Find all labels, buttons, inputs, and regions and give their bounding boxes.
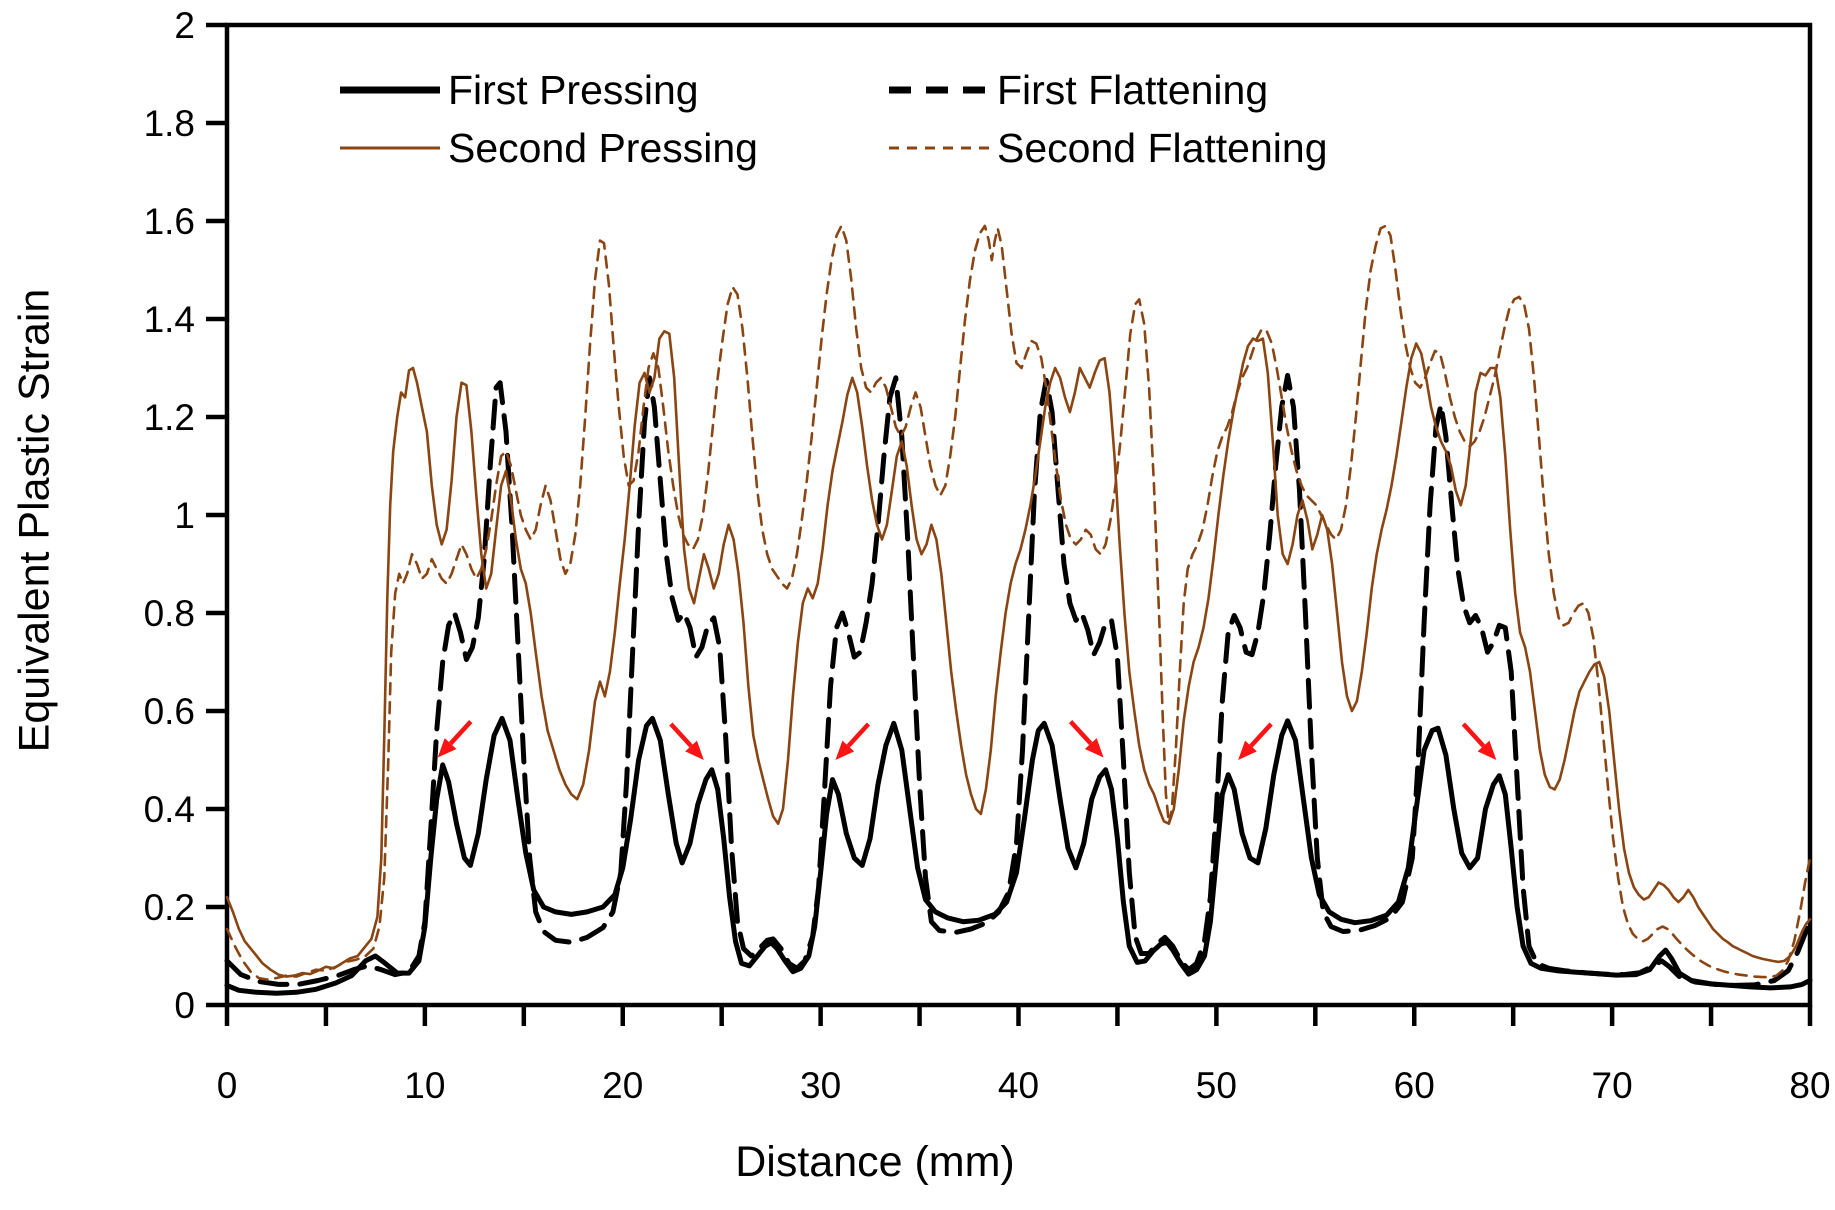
- legend-item-second-flattening: Second Flattening: [886, 122, 1328, 174]
- red-arrow-tail: [1068, 720, 1093, 746]
- x-tick-label: 70: [1592, 1065, 1633, 1106]
- second-flattening-line: [225, 224, 1812, 981]
- y-tick-label: 1.2: [144, 397, 195, 438]
- x-tick-label: 20: [602, 1065, 643, 1106]
- x-axis-title-text: Distance (mm): [735, 1138, 1015, 1186]
- y-axis-tick-labels: 0 0.2 0.4 0.6 0.8 1 1.2 1.4 1.6 1.8 2: [144, 5, 195, 1026]
- y-tick-label: 0.6: [144, 691, 195, 732]
- first-flattening-line: [224, 372, 1813, 988]
- y-tick-label: 1.4: [144, 299, 195, 340]
- red-arrow-head: [1238, 740, 1257, 760]
- red-arrow-tail: [1249, 722, 1273, 748]
- y-axis-title: Equivalent Plastic Strain: [10, 190, 60, 850]
- x-axis-tick-labels: 0 10 20 30 40 50 60 70 80: [217, 1065, 1831, 1106]
- y-tick-label: 0.8: [144, 593, 195, 634]
- y-tick-label: 2: [174, 5, 195, 46]
- red-arrow-head: [1477, 740, 1497, 760]
- y-tick-label: 1.8: [144, 103, 195, 144]
- legend-item-second-pressing: Second Pressing: [337, 122, 758, 174]
- y-tick-label: 0.2: [144, 887, 195, 928]
- x-tick-label: 50: [1196, 1065, 1237, 1106]
- legend-swatch-second-pressing: [340, 146, 440, 150]
- red-arrow-tail: [669, 722, 693, 748]
- legend-swatch-first-flattening: [889, 86, 989, 94]
- y-axis-title-text: Equivalent Plastic Strain: [10, 288, 59, 752]
- red-arrow-tail: [1461, 722, 1486, 748]
- x-tick-label: 10: [404, 1065, 445, 1106]
- legend-item-first-flattening: First Flattening: [886, 64, 1268, 116]
- legend-label-second-flattening: Second Flattening: [997, 124, 1328, 171]
- red-arrow-head: [437, 738, 457, 758]
- x-tick-label: 0: [217, 1065, 238, 1106]
- red-arrow-tail: [846, 722, 871, 748]
- red-arrow-head: [835, 740, 855, 760]
- x-tick-label: 30: [800, 1065, 841, 1106]
- series-lines: [224, 224, 1813, 996]
- x-axis-title: Distance (mm): [575, 1138, 1175, 1187]
- x-tick-label: 60: [1394, 1065, 1435, 1106]
- x-tick-label: 80: [1789, 1065, 1830, 1106]
- annotation-arrows: [437, 720, 1497, 760]
- second-pressing-line: [225, 330, 1812, 978]
- red-arrow-head: [685, 740, 704, 760]
- red-arrow-head: [1084, 738, 1104, 758]
- y-tick-label: 0.4: [144, 789, 195, 830]
- legend-item-first-pressing: First Pressing: [337, 64, 699, 116]
- x-tick-label: 40: [998, 1065, 1039, 1106]
- x-axis-ticks: [224, 1005, 1813, 1026]
- legend-label-second-pressing: Second Pressing: [448, 124, 758, 171]
- legend-swatch-first-pressing: [340, 86, 440, 94]
- red-arrow-tail: [448, 720, 473, 746]
- legend-label-first-pressing: First Pressing: [448, 66, 699, 113]
- y-tick-label: 0: [174, 985, 195, 1026]
- y-tick-label: 1.6: [144, 201, 195, 242]
- legend-swatch-second-flattening: [889, 146, 989, 150]
- first-pressing-line: [224, 715, 1813, 996]
- legend-label-first-flattening: First Flattening: [997, 66, 1269, 113]
- y-axis-ticks: [206, 22, 227, 1008]
- y-tick-label: 1: [174, 495, 195, 536]
